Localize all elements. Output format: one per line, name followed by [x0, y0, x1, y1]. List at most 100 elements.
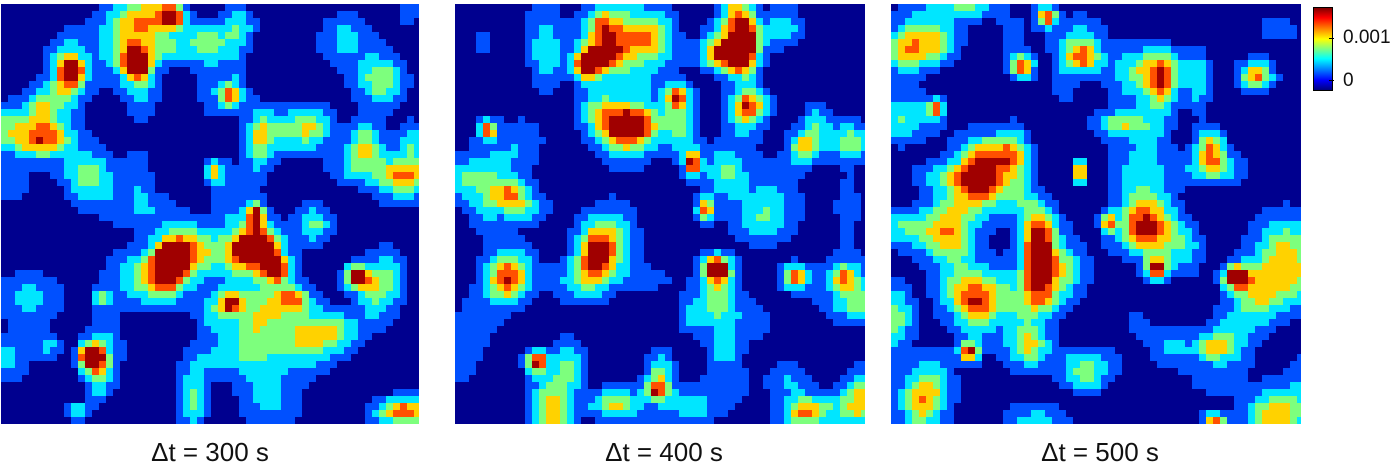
heatmap-cell [288, 151, 296, 159]
heatmap-cell [239, 319, 247, 327]
heatmap-cell [211, 130, 219, 138]
heatmap-cell [22, 144, 30, 152]
heatmap-cell [190, 53, 198, 61]
heatmap-cell [148, 88, 156, 96]
heatmap-cell [22, 81, 30, 89]
heatmap-cell [295, 403, 303, 411]
heatmap-cell [560, 60, 568, 68]
heatmap-cell [288, 305, 296, 313]
heatmap-cell [798, 74, 806, 82]
heatmap-cell [78, 361, 86, 369]
heatmap-cell [260, 417, 268, 424]
heatmap-cell [232, 46, 240, 54]
heatmap-cell [29, 4, 37, 12]
heatmap-cell [826, 60, 834, 68]
heatmap-cell [330, 186, 338, 194]
heatmap-cell [78, 221, 86, 229]
heatmap-cell [302, 179, 310, 187]
heatmap-cell [407, 186, 415, 194]
heatmap-cell [372, 123, 380, 131]
heatmap-cell [99, 347, 107, 355]
heatmap-cell [490, 25, 498, 33]
heatmap-cell [15, 235, 23, 243]
heatmap-cell [309, 200, 317, 208]
heatmap-cell [281, 417, 289, 424]
heatmap-cell [183, 137, 191, 145]
heatmap-cell [358, 18, 366, 26]
heatmap-cell [365, 214, 373, 222]
heatmap-cell [155, 144, 163, 152]
heatmap-cell [372, 263, 380, 271]
heatmap-cell [358, 284, 366, 292]
heatmap-cell [602, 39, 610, 47]
heatmap-cell [316, 179, 324, 187]
heatmap-cell [197, 417, 205, 424]
heatmap-cell [574, 4, 582, 12]
heatmap-cell [344, 67, 352, 75]
heatmap-cell [400, 32, 408, 40]
heatmap-cell [218, 200, 226, 208]
heatmap-cell [246, 60, 254, 68]
heatmap-cell [78, 32, 86, 40]
heatmap-cell [246, 172, 254, 180]
heatmap-cell [127, 382, 135, 390]
heatmap-cell [840, 18, 848, 26]
heatmap-cell [281, 333, 289, 341]
heatmap-cell [295, 46, 303, 54]
heatmap-cell [134, 291, 142, 299]
heatmap-cell [595, 88, 603, 96]
heatmap-cell [85, 18, 93, 26]
heatmap-cell [253, 46, 261, 54]
heatmap-cell [819, 32, 827, 40]
heatmap-cell [840, 39, 848, 47]
heatmap-cell [155, 417, 163, 424]
heatmap-cell [623, 67, 631, 75]
heatmap-cell [323, 11, 331, 19]
heatmap-cell [141, 403, 149, 411]
heatmap-cell [211, 270, 219, 278]
heatmap-cell [50, 256, 58, 264]
heatmap-cell [1, 186, 9, 194]
heatmap-cell [8, 284, 16, 292]
heatmap-cell [316, 25, 324, 33]
heatmap-cell [532, 116, 540, 124]
heatmap-cell [134, 214, 142, 222]
heatmap-cell [309, 270, 317, 278]
heatmap-cell [686, 137, 694, 145]
heatmap-cell [246, 291, 254, 299]
heatmap-cell [400, 319, 408, 327]
heatmap-cell [525, 95, 533, 103]
heatmap-cell [113, 256, 121, 264]
heatmap-cell [92, 256, 100, 264]
heatmap-cell [819, 18, 827, 26]
heatmap-cell [141, 396, 149, 404]
heatmap-cell [630, 32, 638, 40]
heatmap-cell [623, 46, 631, 54]
heatmap-cell [302, 11, 310, 19]
heatmap-cell [85, 375, 93, 383]
heatmap-cell [476, 53, 484, 61]
heatmap-cell [819, 4, 827, 12]
heatmap-cell [511, 109, 519, 117]
heatmap-cell [833, 102, 841, 110]
heatmap-cell [183, 11, 191, 19]
heatmap-cell [658, 39, 666, 47]
heatmap-cell [595, 46, 603, 54]
heatmap-cell [567, 67, 575, 75]
heatmap-cell [155, 109, 163, 117]
heatmap-cell [372, 291, 380, 299]
heatmap-cell [742, 67, 750, 75]
heatmap-cell [43, 326, 51, 334]
heatmap-cell [169, 249, 177, 257]
heatmap-cell [274, 235, 282, 243]
heatmap-cell [497, 18, 505, 26]
heatmap-cell [211, 221, 219, 229]
heatmap-cell [379, 333, 387, 341]
heatmap-cell [57, 354, 65, 362]
heatmap-cell [211, 298, 219, 306]
heatmap-cell [483, 123, 491, 131]
heatmap-cell [29, 368, 37, 376]
heatmap-cell [714, 95, 722, 103]
heatmap-cell [29, 410, 37, 418]
heatmap-cell [176, 144, 184, 152]
